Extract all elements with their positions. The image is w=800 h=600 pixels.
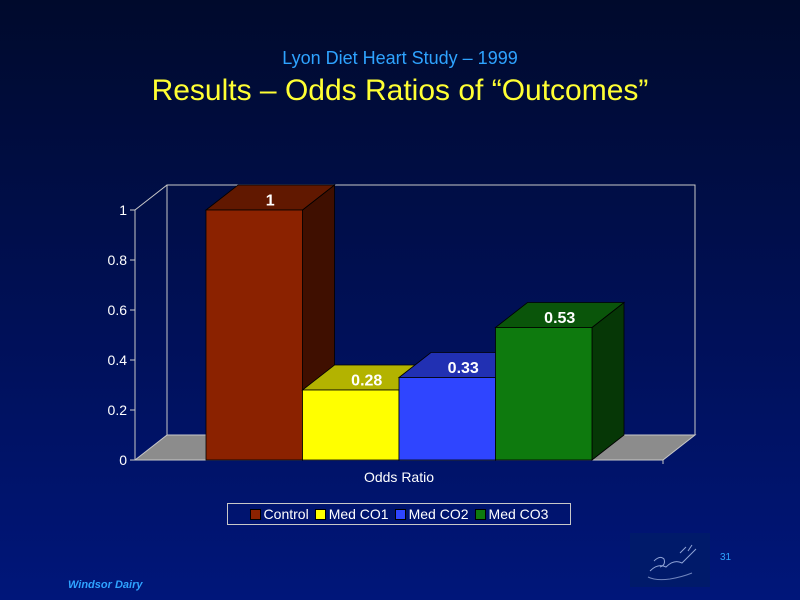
chart-side-wall — [134, 184, 168, 460]
y-tick-label: 1 — [119, 202, 127, 218]
legend-label: Med CO2 — [408, 506, 469, 522]
legend-item: Med CO2 — [394, 506, 469, 522]
data-label: 1 — [266, 193, 275, 210]
legend-swatch — [314, 508, 326, 520]
legend-swatch — [474, 508, 486, 520]
legend-label: Control — [263, 506, 309, 522]
legend-label: Med CO3 — [488, 506, 549, 522]
footer-label: Windsor Dairy — [68, 579, 143, 591]
data-label: 0.53 — [544, 310, 575, 327]
bar-med-co1 — [302, 389, 400, 461]
data-label: 0.28 — [351, 373, 382, 390]
legend-swatch — [249, 508, 261, 520]
bar-side-med-co3 — [591, 301, 625, 461]
y-tick-label: 0 — [119, 452, 127, 468]
chart-legend: Control Med CO1 Med CO2 Med CO3 — [227, 503, 571, 525]
bar-control — [205, 209, 303, 461]
legend-swatch — [394, 508, 406, 520]
legend-item: Control — [249, 506, 309, 522]
legend-item: Med CO3 — [474, 506, 549, 522]
y-tick-label: 0.8 — [108, 252, 128, 268]
bar-med-co2 — [398, 377, 496, 461]
page-number: 31 — [720, 552, 732, 563]
slide-subtitle: Lyon Diet Heart Study – 1999 — [282, 48, 518, 68]
y-tick-label: 0.2 — [108, 402, 128, 418]
legend-label: Med CO1 — [328, 506, 389, 522]
slide-title: Results – Odds Ratios of “Outcomes” — [151, 74, 649, 107]
legend-item: Med CO1 — [314, 506, 389, 522]
y-tick-label: 0.4 — [108, 352, 128, 368]
chart-back-wall — [166, 184, 696, 435]
dairy-sketch-icon — [647, 544, 697, 581]
bar-med-co3 — [495, 327, 593, 461]
data-label: 0.33 — [448, 360, 479, 377]
x-axis-label: Odds Ratio — [364, 469, 434, 485]
logo-image — [630, 533, 710, 587]
y-tick-label: 0.6 — [108, 302, 128, 318]
